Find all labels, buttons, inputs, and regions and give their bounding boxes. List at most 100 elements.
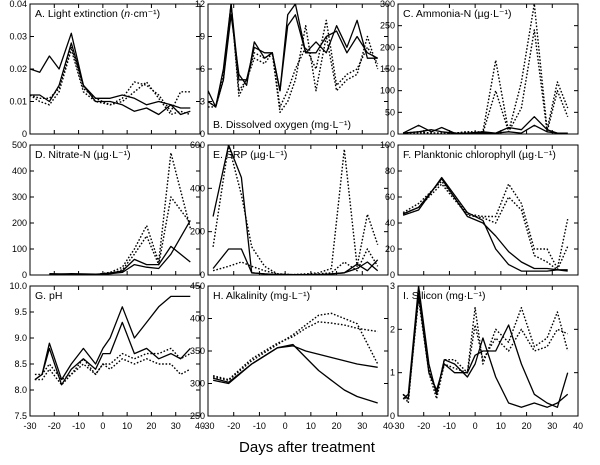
series-line-dotted-3: [208, 4, 379, 108]
x-tick-label: 40: [195, 421, 205, 431]
y-tick-label: 400: [190, 314, 205, 324]
series-line-dotted-4: [208, 4, 379, 113]
y-tick-label: 300: [380, 0, 395, 9]
x-tick-label: 0: [473, 421, 478, 431]
y-tick-label: 50: [385, 107, 395, 117]
y-tick-label: 2: [390, 324, 395, 334]
x-tick-label: -30: [201, 421, 214, 431]
y-tick-label: 0: [200, 129, 205, 139]
y-tick-label: 200: [190, 227, 205, 237]
panel-title: A. Light extinction (n·cm⁻¹): [35, 8, 160, 20]
y-tick-label: 400: [12, 166, 27, 176]
series-line-dotted-4: [49, 196, 191, 275]
y-tick-label: 1: [390, 368, 395, 378]
series-line-dotted-4: [403, 29, 569, 134]
y-tick-label: 9.0: [14, 333, 27, 343]
series-line-dotted-4: [212, 248, 379, 275]
series-line-solid-1: [402, 176, 568, 272]
y-tick-label: 0.04: [9, 0, 27, 9]
y-tick-label: 60: [385, 192, 395, 202]
series-line-solid-2: [212, 248, 379, 275]
x-tick-label: 30: [171, 421, 181, 431]
x-tick-label: 0: [283, 421, 288, 431]
panel-title: D. Nitrate-N (µg·L⁻¹): [35, 149, 131, 161]
series-line-dotted-4: [402, 183, 569, 271]
panel-frame: [29, 144, 201, 276]
y-tick-label: 200: [380, 42, 395, 52]
y-tick-label: 0: [200, 270, 205, 280]
y-tick-label: 0.03: [9, 32, 27, 42]
y-tick-label: 8.5: [14, 359, 27, 369]
x-tick-label: -10: [72, 421, 85, 431]
panel-frame: [29, 285, 201, 417]
x-tick-label: -10: [443, 421, 456, 431]
y-tick-label: 100: [380, 86, 395, 96]
x-tick-label: -30: [391, 421, 404, 431]
series-line-solid-1: [30, 32, 191, 109]
panel-frame: [29, 3, 201, 135]
x-tick-label: -20: [417, 421, 430, 431]
y-tick-label: 450: [190, 281, 205, 291]
panel-frame: [397, 285, 579, 417]
x-tick-label: 10: [122, 421, 132, 431]
panel-a: 0 0.01 0.02 0.03 0.04 A. Light extinction (n·…: [9, 0, 201, 139]
panel-f: 0 20 40 60 80 100 F. Planktonic chlorophyll (µ…: [380, 140, 579, 280]
x-tick-label: 40: [573, 421, 583, 431]
y-tick-label: 6: [200, 64, 205, 74]
y-tick-label: 350: [190, 346, 205, 356]
series-line-dotted-3: [402, 289, 569, 404]
panel-title: F. Planktonic chlorophyll (µg·L⁻¹): [403, 149, 556, 161]
x-tick-label: 10: [496, 421, 506, 431]
x-tick-label: 20: [146, 421, 156, 431]
series-line-dotted-3: [212, 145, 379, 275]
x-tick-label: -10: [253, 421, 266, 431]
panel-title: I. Silicon (mg·L⁻¹): [403, 290, 486, 302]
y-tick-label: 10.0: [9, 281, 27, 291]
x-tick-label: 30: [547, 421, 557, 431]
y-tick-label: 80: [385, 166, 395, 176]
x-tick-label: 10: [306, 421, 316, 431]
x-tick-label: -30: [23, 421, 36, 431]
series-line-dotted-3: [34, 347, 191, 381]
y-tick-label: 20: [385, 244, 395, 254]
y-tick-label: 250: [380, 21, 395, 31]
y-tick-label: 250: [190, 411, 205, 421]
panel-i: 0 1 2 3 -30 -20 -10 0 10 20 30 40 I. Silicon (mg·L⁻¹…: [390, 281, 583, 431]
series-line-solid-2: [49, 220, 191, 275]
y-tick-label: 0: [390, 129, 395, 139]
series-line-dotted-4: [30, 48, 191, 116]
y-tick-label: 0: [390, 270, 395, 280]
series-line-solid-1: [212, 343, 378, 404]
panel-b: 0 3 6 9 12 B. Dissolved oxygen (mg·L⁻¹): [195, 0, 389, 139]
series-line-dotted-3: [403, 4, 569, 134]
y-tick-label: 400: [190, 183, 205, 193]
panel-g: 7.5 8.0 8.5 9.0 9.5 10.0 -30 -20 -10 0 10 20 30 40 G. …: [9, 281, 205, 431]
y-tick-label: 200: [12, 218, 27, 228]
series-line-solid-2: [403, 124, 568, 134]
series-line-solid-1: [49, 245, 191, 275]
y-tick-label: 150: [380, 64, 395, 74]
y-tick-label: 12: [195, 0, 205, 9]
panel-d: 0 100 200 300 400 500 D. Nitrate-N (µg·L⁻¹): [12, 140, 201, 280]
y-tick-label: 0: [22, 270, 27, 280]
x-tick-label: -20: [227, 421, 240, 431]
y-tick-label: 0.01: [9, 97, 27, 107]
panel-frame: [207, 144, 389, 276]
series-line-solid-1: [402, 286, 569, 408]
y-tick-label: 8.0: [14, 385, 27, 395]
series-line-solid-2: [34, 321, 191, 386]
panel-title: G. pH: [35, 290, 62, 302]
x-axis-title: Days after treatment: [239, 439, 376, 456]
y-tick-label: 0.02: [9, 64, 27, 74]
y-tick-label: 100: [12, 244, 27, 254]
series-line-dotted-3: [402, 180, 569, 270]
y-tick-label: 0: [390, 411, 395, 421]
panel-title: E. SRP (µg·L⁻¹): [213, 149, 287, 161]
y-tick-label: 300: [12, 192, 27, 202]
series-line-solid-2: [212, 345, 378, 383]
series-line-dotted-4: [34, 358, 191, 386]
panel-e: 0 200 400 600 E. SRP (µg·L⁻¹): [190, 140, 389, 280]
series-line-solid-1: [212, 145, 379, 275]
